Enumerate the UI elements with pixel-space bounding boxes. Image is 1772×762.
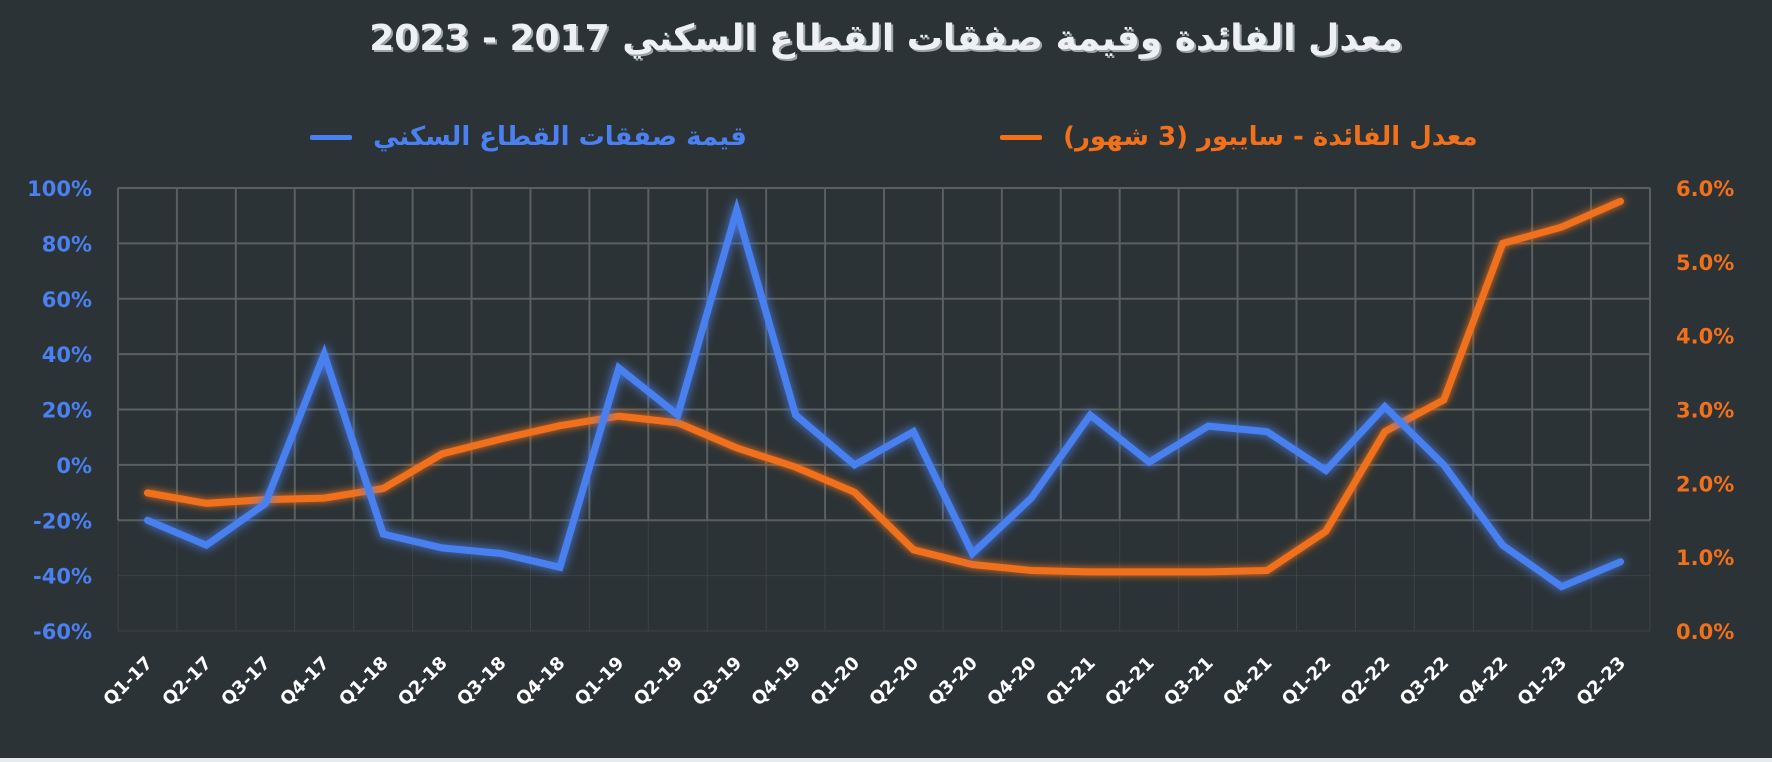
- left-axis-ticks: 100% 80% 60% 40% 20% 0% -20% -40% -60%: [27, 177, 92, 644]
- left-axis-tick-label: -40%: [33, 565, 92, 589]
- right-axis-tick-label: 1.0%: [1676, 546, 1734, 570]
- left-axis-tick-label: 60%: [42, 288, 92, 312]
- x-axis-ticks: Q1-17 Q2-17 Q3-17 Q4-17 Q1-18 Q2-18 Q3-18 Q4-18…: [99, 653, 1630, 711]
- left-axis-tick-label: 100%: [27, 177, 92, 201]
- x-axis-tick-label: Q4-19: [748, 653, 806, 711]
- x-axis-tick-label: Q3-20: [924, 653, 982, 711]
- x-axis-tick-label: Q2-22: [1337, 653, 1395, 711]
- right-axis-tick-label: 0.0%: [1676, 620, 1734, 644]
- x-axis-tick-label: Q1-23: [1514, 653, 1572, 711]
- x-axis-tick-label: Q2-21: [1101, 653, 1159, 711]
- x-axis-tick-label: Q4-22: [1455, 653, 1513, 711]
- left-axis-tick-label: -60%: [33, 620, 92, 644]
- x-axis-tick-label: Q2-17: [158, 653, 216, 711]
- interest-rate-polyline: [144, 197, 1624, 576]
- x-axis-tick-label: Q4-18: [512, 653, 570, 711]
- legend-item-transactions: قيمة صفقات القطاع السكني: [310, 122, 747, 152]
- left-axis-tick-label: 20%: [42, 399, 92, 423]
- left-axis-tick-label: 80%: [42, 232, 92, 256]
- series-interest-rate-line: [144, 197, 1624, 576]
- left-axis-tick-label: -20%: [33, 509, 92, 533]
- x-axis-tick-label: Q1-19: [571, 653, 629, 711]
- transactions-polyline: [144, 197, 1624, 591]
- x-axis-tick-label: Q3-18: [453, 653, 511, 711]
- right-axis-tick-label: 4.0%: [1676, 325, 1734, 349]
- x-axis-tick-label: Q4-17: [276, 653, 334, 711]
- legend-label-transactions: قيمة صفقات القطاع السكني: [373, 122, 747, 152]
- x-axis-tick-label: Q3-17: [217, 653, 275, 711]
- x-axis-tick-label: Q1-22: [1278, 653, 1336, 711]
- right-axis-ticks: 6.0% 5.0% 4.0% 3.0% 2.0% 1.0% 0.0%: [1676, 177, 1734, 644]
- left-axis-tick-label: 0%: [56, 454, 92, 478]
- x-axis-tick-label: Q1-18: [335, 653, 393, 711]
- x-axis-tick-label: Q1-17: [99, 653, 157, 711]
- right-axis-tick-label: 2.0%: [1676, 472, 1734, 496]
- x-axis-tick-label: Q3-21: [1160, 653, 1218, 711]
- series-transactions-line: [144, 197, 1624, 591]
- right-axis-tick-label: 5.0%: [1676, 251, 1734, 275]
- legend-swatch-orange-icon: [1000, 135, 1042, 140]
- left-axis-tick-label: 40%: [42, 343, 92, 367]
- x-axis-tick-label: Q1-20: [807, 653, 865, 711]
- x-axis-tick-label: Q2-20: [865, 653, 923, 711]
- x-axis-tick-label: Q2-23: [1573, 653, 1631, 711]
- legend-item-interest-rate: معدل الفائدة - سايبور (3 شهور): [1000, 122, 1478, 152]
- legend-label-interest-rate: معدل الفائدة - سايبور (3 شهور): [1063, 122, 1478, 152]
- chart-title: معدل الفائدة وقيمة صفقات القطاع السكني 2…: [369, 18, 1403, 59]
- x-axis-tick-label: Q2-19: [630, 653, 688, 711]
- x-axis-tick-label: Q2-18: [394, 653, 452, 711]
- x-axis-tick-label: Q1-21: [1042, 653, 1100, 711]
- legend-swatch-blue-icon: [310, 135, 352, 140]
- x-axis-tick-label: Q3-22: [1396, 653, 1454, 711]
- right-axis-tick-label: 3.0%: [1676, 399, 1734, 423]
- chart-grid: [117, 187, 1651, 632]
- x-axis-tick-label: Q4-20: [983, 653, 1041, 711]
- right-axis-tick-label: 6.0%: [1676, 177, 1734, 201]
- x-axis-tick-label: Q3-19: [689, 653, 747, 711]
- x-axis-tick-label: Q4-21: [1219, 653, 1277, 711]
